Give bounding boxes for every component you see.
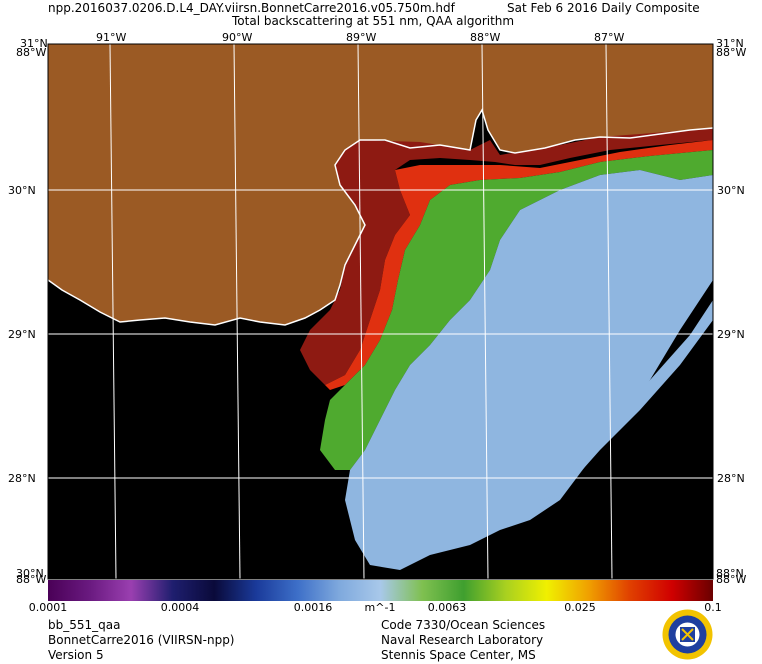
meridian-line <box>109 44 117 579</box>
map-frame <box>47 43 714 580</box>
meridian-line <box>481 44 489 579</box>
org-location: Stennis Space Center, MS <box>381 648 536 662</box>
version: Version 5 <box>48 648 104 662</box>
corner-label-bl-lon: 88°W <box>16 573 47 586</box>
org-code: Code 7330/Ocean Sciences <box>381 618 546 632</box>
meridian-line <box>357 44 365 579</box>
colorbar-tick-0: 0.0001 <box>28 601 68 614</box>
meridian-line <box>605 44 613 579</box>
lat-label-29n-left: 29°N <box>8 328 36 341</box>
meridian-line <box>233 44 241 579</box>
map-subtitle: Total backscattering at 551 nm, QAA algo… <box>232 14 515 28</box>
water-moderate <box>320 150 713 470</box>
corner-label-bl-lat: 30°N <box>16 567 44 580</box>
lon-label-90w: 90°W <box>222 31 253 44</box>
lon-label-91w: 91°W <box>96 31 127 44</box>
nrl-seal-icon <box>662 609 713 660</box>
lat-label-30n-left: 30°N <box>8 184 36 197</box>
water-low <box>345 170 713 570</box>
corner-label-tl-lat: 31°N <box>20 37 48 50</box>
coastline <box>48 108 713 326</box>
water-low-streak <box>540 300 713 500</box>
corner-label-br-lat: 88°N <box>716 567 744 580</box>
colorbar-tick-4: 0.025 <box>564 601 596 614</box>
sediment-plume-high <box>300 128 713 385</box>
dataset-name: BonnetCarre2016 (VIIRSN-npp) <box>48 633 235 647</box>
colorbar-gradient <box>48 580 713 601</box>
colorbar-tick-1: 0.0004 <box>160 601 200 614</box>
file-name: npp.2016037.0206.D.L4_DAY.viirsn.BonnetC… <box>48 1 455 15</box>
lon-label-88w: 88°W <box>470 31 501 44</box>
map-content <box>48 44 713 579</box>
colorbar-tick-2: 0.0016 <box>293 601 333 614</box>
colorbar <box>48 580 713 601</box>
org-name: Naval Research Laboratory <box>381 633 544 647</box>
land-mass <box>48 44 713 325</box>
corner-label-tr-lat: 31°N <box>716 37 744 50</box>
lat-label-28n-left: 28°N <box>8 472 36 485</box>
lat-label-30n-right: 30°N <box>717 184 745 197</box>
corner-label-tl-lon: 88°W <box>16 46 47 59</box>
colorbar-unit: m^-1 <box>364 601 396 614</box>
lon-label-89w: 89°W <box>346 31 377 44</box>
colorbar-tick-5: 0.1 <box>704 601 722 614</box>
map-figure <box>47 43 714 580</box>
lat-label-29n-right: 29°N <box>717 328 745 341</box>
corner-label-br-lon: 88°W <box>716 573 747 586</box>
lat-label-28n-right: 28°N <box>717 472 745 485</box>
composite-date: Sat Feb 6 2016 Daily Composite <box>507 1 700 15</box>
product-name: bb_551_qaa <box>48 618 121 632</box>
graticule <box>48 44 713 579</box>
corner-label-tr-lon: 88°W <box>716 46 747 59</box>
sediment-plume-mid <box>325 140 713 390</box>
lon-label-87w: 87°W <box>594 31 625 44</box>
colorbar-tick-3: 0.0063 <box>427 601 467 614</box>
